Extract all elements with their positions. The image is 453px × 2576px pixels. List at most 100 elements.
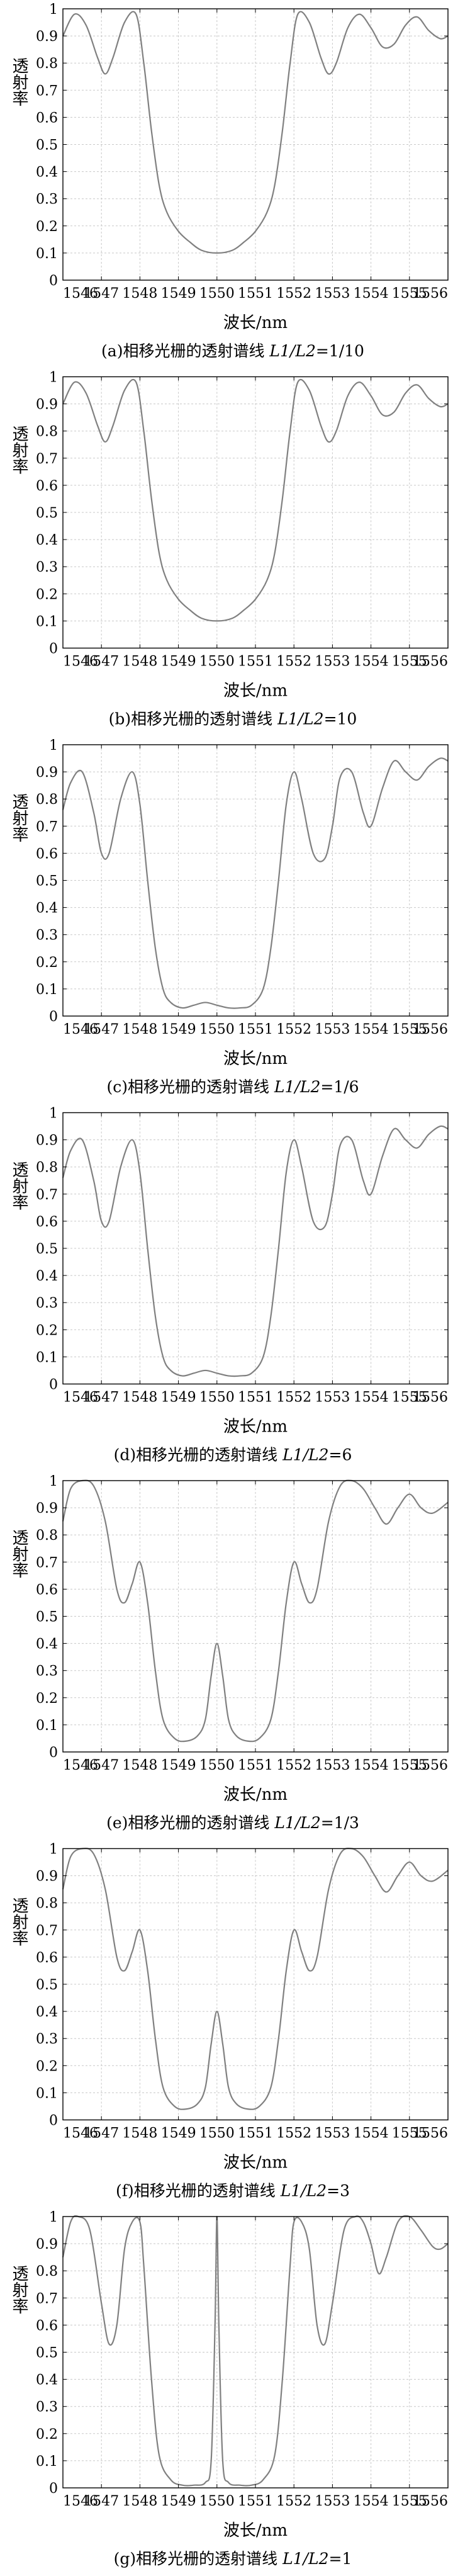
x-tick-label: 1556 xyxy=(413,1022,448,1037)
x-tick-label: 1553 xyxy=(315,1758,350,1773)
y-tick-label: 0.2 xyxy=(36,1323,58,1338)
x-tick-label: 1553 xyxy=(315,2494,350,2509)
y-tick-label: 0 xyxy=(49,1745,58,1761)
x-tick-label: 1555 xyxy=(392,2126,427,2142)
caption-text: (f)相移光栅的透射谱线 xyxy=(116,2182,281,2200)
x-axis-label: 波长/nm xyxy=(223,682,288,701)
x-tick-label: 1551 xyxy=(238,1022,273,1037)
x-tick-label: 1552 xyxy=(276,2126,311,2142)
x-axis-label: 波长/nm xyxy=(223,1418,288,1437)
x-tick-label: 1555 xyxy=(392,1758,427,1773)
y-axis-label: 透射率 xyxy=(9,2265,28,2314)
y-tick-label: 0.3 xyxy=(36,560,58,575)
y-tick-label: 0.7 xyxy=(36,1187,58,1203)
y-tick-label: 0.9 xyxy=(36,2237,58,2252)
caption-text: (g)相移光栅的透射谱线 xyxy=(114,2550,282,2568)
y-tick-label: 0.5 xyxy=(36,2346,58,2361)
y-tick-label: 0.4 xyxy=(36,533,58,548)
panel-caption: (d)相移光栅的透射谱线 L1/L2=6 xyxy=(114,1446,352,1464)
x-tick-label: 1548 xyxy=(122,1390,157,1406)
x-tick-label: 1548 xyxy=(122,654,157,670)
transmission-line xyxy=(62,1847,449,2110)
x-axis-label: 波长/nm xyxy=(223,1049,288,1068)
y-tick-label: 0.7 xyxy=(36,1555,58,1571)
x-tick-label: 1546 xyxy=(63,2494,98,2509)
x-tick-label: 1549 xyxy=(161,2126,196,2142)
caption-value: =1 xyxy=(329,2550,352,2568)
y-tick-label: 0.4 xyxy=(36,2004,58,2020)
y-tick-label: 0.7 xyxy=(36,83,58,99)
y-tick-label: 0.5 xyxy=(36,1241,58,1257)
x-tick-label: 1552 xyxy=(276,654,311,670)
x-tick-label: 1554 xyxy=(354,654,389,670)
x-tick-label: 1549 xyxy=(161,1390,196,1406)
x-tick-label: 1550 xyxy=(199,1390,235,1406)
x-tick-label: 1551 xyxy=(238,1758,273,1773)
y-tick-label: 0.2 xyxy=(36,2427,58,2443)
y-tick-label: 0.7 xyxy=(36,2291,58,2307)
caption-value: =3 xyxy=(327,2182,350,2200)
x-tick-label: 1551 xyxy=(238,1390,273,1406)
x-axis-label: 波长/nm xyxy=(223,2154,288,2172)
x-tick-label: 1547 xyxy=(84,654,119,670)
x-tick-label: 1555 xyxy=(392,1022,427,1037)
caption-text: (e)相移光栅的透射谱线 xyxy=(106,1814,274,1832)
y-tick-label: 0.9 xyxy=(36,397,58,413)
caption-ratio: L1/L2 xyxy=(269,342,315,360)
x-tick-label: 1546 xyxy=(63,1022,98,1037)
caption-ratio: L1/L2 xyxy=(282,2550,328,2568)
panel-caption: (b)相移光栅的透射谱线 L1/L2=10 xyxy=(109,710,357,728)
x-tick-label: 1547 xyxy=(84,286,119,302)
x-tick-label: 1546 xyxy=(63,1390,98,1406)
x-tick-label: 1548 xyxy=(122,286,157,302)
x-axis-label: 波长/nm xyxy=(223,314,288,332)
y-tick-label: 0.5 xyxy=(36,874,58,890)
y-axis-label: 透射率 xyxy=(9,793,28,842)
transmission-line xyxy=(62,1479,449,1743)
x-tick-label: 1547 xyxy=(84,1022,119,1037)
y-tick-label: 0 xyxy=(49,2481,58,2497)
x-tick-label: 1554 xyxy=(354,2494,389,2509)
panel-caption: (e)相移光栅的透射谱线 L1/L2=1/3 xyxy=(106,1814,359,1832)
y-tick-label: 0.6 xyxy=(36,1950,58,1966)
y-tick-label: 0.4 xyxy=(36,901,58,917)
x-tick-label: 1555 xyxy=(392,1390,427,1406)
caption-text: (b)相移光栅的透射谱线 xyxy=(109,710,277,728)
panel-caption: (c)相移光栅的透射谱线 L1/L2=1/6 xyxy=(106,1078,359,1096)
x-tick-label: 1552 xyxy=(276,286,311,302)
y-axis-label: 透射率 xyxy=(9,1897,28,1946)
y-tick-label: 1 xyxy=(49,1842,58,1858)
panel-caption: (a)相移光栅的透射谱线 L1/L2=1/10 xyxy=(101,342,364,360)
y-tick-label: 0.4 xyxy=(36,165,58,181)
x-tick-label: 1548 xyxy=(122,1022,157,1037)
caption-ratio: L1/L2 xyxy=(274,1078,320,1096)
x-tick-label: 1549 xyxy=(161,286,196,302)
y-tick-label: 0.2 xyxy=(36,955,58,971)
y-tick-label: 0.1 xyxy=(36,246,58,262)
y-tick-label: 0.2 xyxy=(36,1691,58,1707)
y-tick-label: 0.8 xyxy=(36,1896,58,1912)
x-tick-label: 1554 xyxy=(354,1758,389,1773)
x-tick-label: 1551 xyxy=(238,286,273,302)
x-tick-label: 1547 xyxy=(84,1758,119,1773)
caption-text: (d)相移光栅的透射谱线 xyxy=(114,1446,282,1464)
y-tick-label: 0 xyxy=(49,641,58,657)
y-tick-label: 0.4 xyxy=(36,1637,58,1652)
x-tick-label: 1553 xyxy=(315,2126,350,2142)
x-tick-label: 1550 xyxy=(199,1022,235,1037)
x-tick-label: 1556 xyxy=(413,286,448,302)
y-tick-label: 0.1 xyxy=(36,982,58,998)
y-tick-label: 1 xyxy=(49,2,58,18)
y-tick-label: 0 xyxy=(49,1377,58,1393)
y-tick-label: 0.5 xyxy=(36,138,58,154)
x-tick-label: 1556 xyxy=(413,2126,448,2142)
caption-value: =1/6 xyxy=(320,1078,359,1096)
x-tick-label: 1556 xyxy=(413,1758,448,1773)
caption-value: =10 xyxy=(324,710,357,728)
x-tick-label: 1549 xyxy=(161,1758,196,1773)
y-tick-label: 1 xyxy=(49,1474,58,1489)
caption-value: =1/10 xyxy=(316,342,364,360)
y-tick-label: 0.6 xyxy=(36,1214,58,1230)
x-tick-label: 1554 xyxy=(354,1390,389,1406)
